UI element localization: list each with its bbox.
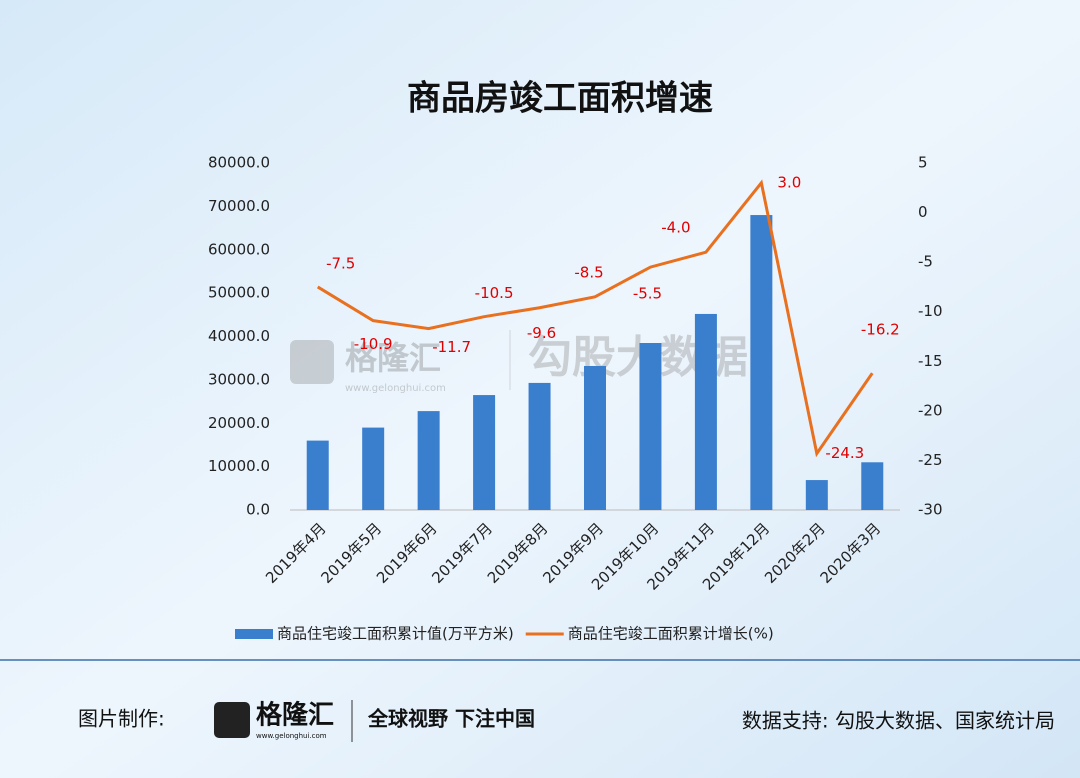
y-tick-label: 20000.0: [208, 414, 270, 432]
y2-tick-label: 0: [918, 203, 928, 221]
footer-slogan: 全球视野 下注中国: [367, 707, 535, 731]
data-label: -5.5: [633, 285, 662, 303]
bar: [584, 365, 606, 510]
line: [316, 179, 874, 458]
bar: [528, 382, 551, 510]
legend-label: 商品住宅竣工面积累计值(万平方米): [277, 625, 514, 643]
y-tick-label: 80000.0: [208, 154, 270, 172]
y-tick-label: 10000.0: [208, 457, 270, 475]
watermark-icon: [290, 340, 334, 384]
watermark-url: www.gelonghui.com: [345, 383, 446, 394]
legend-swatch: [235, 629, 273, 639]
y-tick-label: 40000.0: [208, 327, 270, 345]
footer-made-by: 图片制作:: [78, 707, 165, 731]
bar: [306, 440, 329, 510]
footer-source: 数据支持: 勾股大数据、国家统计局: [742, 709, 1055, 733]
bar: [750, 215, 773, 511]
bar: [362, 427, 385, 510]
bar: [639, 343, 662, 510]
bar: [805, 480, 828, 510]
watermark-logo: 格隆汇: [345, 339, 441, 377]
y-tick-label: 30000.0: [208, 370, 270, 388]
y2-tick-label: -25: [918, 451, 943, 469]
data-label: -4.0: [661, 219, 690, 237]
data-label: 3.0: [777, 173, 801, 191]
y2-tick-label: 5: [918, 154, 928, 172]
y-tick-label: 50000.0: [208, 284, 270, 302]
data-label: -9.6: [527, 324, 556, 342]
footer-logo-icon: [214, 702, 250, 738]
y-tick-label: 60000.0: [208, 240, 270, 258]
bar: [694, 313, 717, 510]
data-label: -10.9: [354, 335, 393, 353]
footer-url: www.gelonghui.com: [256, 732, 327, 740]
y-tick-label: 0.0: [246, 501, 270, 519]
y2-tick-label: -5: [918, 253, 933, 271]
footer-logo: 格隆汇: [256, 700, 334, 731]
bar: [417, 411, 440, 510]
chart-title: 商品房竣工面积增速: [407, 79, 713, 119]
data-label: -8.5: [574, 263, 603, 281]
bar: [861, 462, 884, 510]
legend-label: 商品住宅竣工面积累计增长(%): [568, 625, 774, 643]
data-label: -11.7: [432, 338, 471, 356]
data-label: -7.5: [326, 254, 355, 272]
data-label: -16.2: [861, 321, 900, 339]
y2-tick-label: -10: [918, 302, 943, 320]
data-label: -24.3: [825, 444, 864, 462]
y-tick-label: 70000.0: [208, 197, 270, 215]
y2-tick-label: -20: [918, 401, 943, 419]
y2-tick-label: -15: [918, 352, 943, 370]
y2-tick-label: -30: [918, 501, 943, 519]
data-label: -10.5: [475, 284, 514, 302]
bar: [473, 395, 496, 510]
